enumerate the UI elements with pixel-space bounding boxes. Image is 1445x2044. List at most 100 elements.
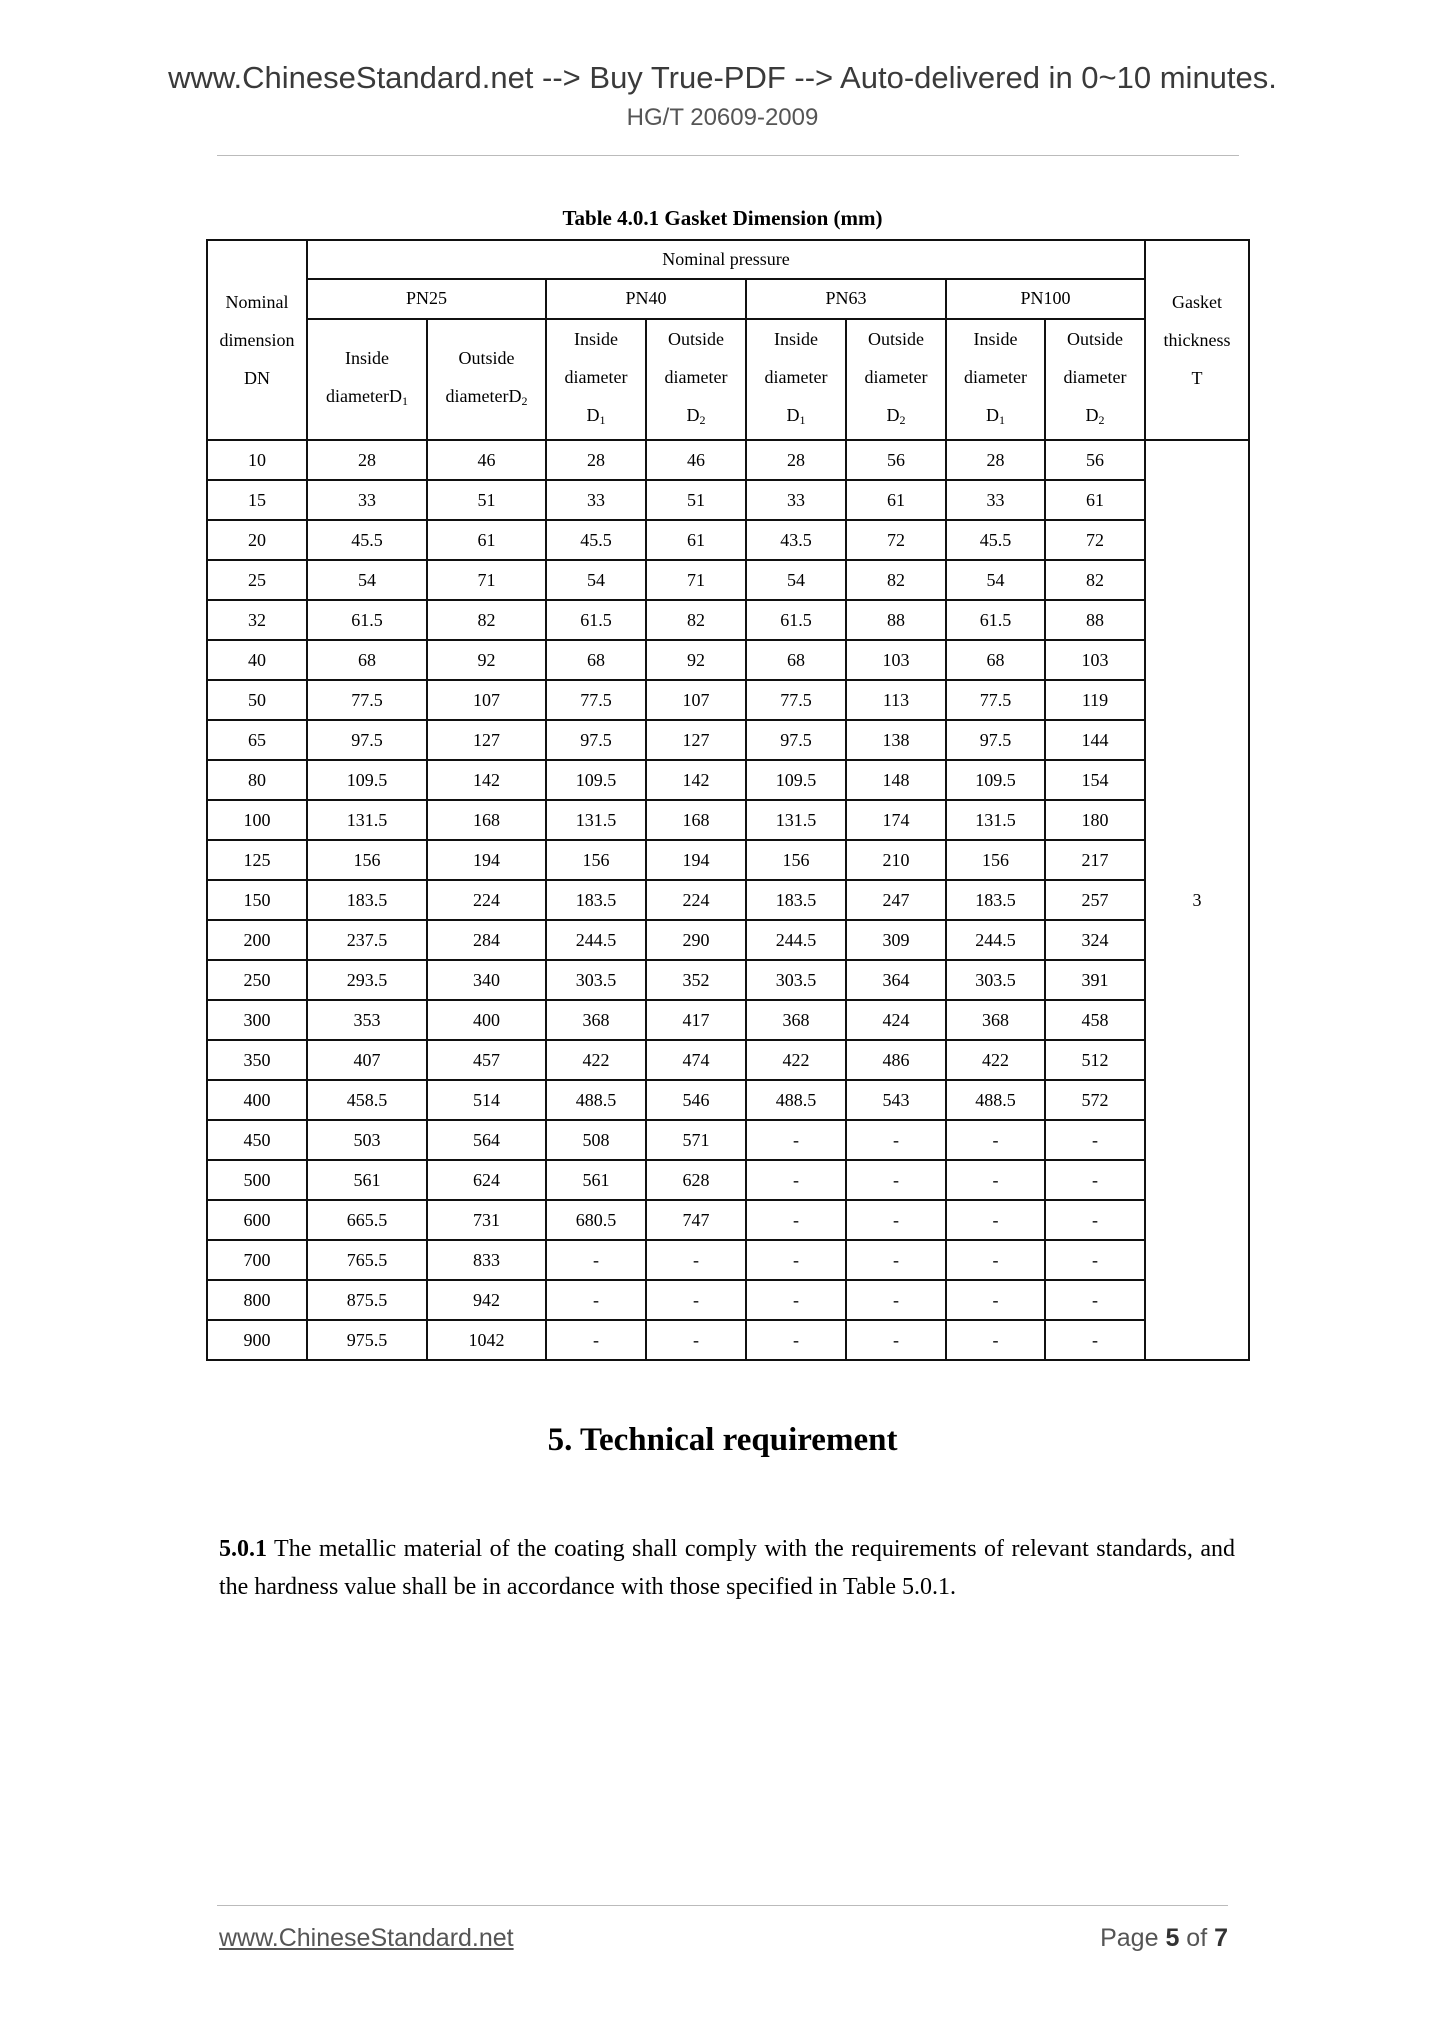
- table-row: 10 28 46 28 46 28 56 28 56 3: [206, 439, 1250, 1361]
- table-cell: 113: [845, 679, 947, 721]
- table-cell: 97.5: [945, 719, 1046, 761]
- header-text: D1: [747, 396, 845, 439]
- header-text: diameter: [764, 367, 828, 387]
- table-cell: 424: [845, 999, 947, 1041]
- table-cell: 51: [645, 479, 747, 521]
- header-pn100-inside: Inside diameter D1: [945, 318, 1046, 441]
- table-cell: 244.5: [745, 919, 847, 961]
- table-row: 600 665.5 731 680.5 747- - - -: [206, 1199, 1249, 1241]
- header-pn100: PN100: [945, 278, 1146, 320]
- header-text: Outside: [458, 348, 515, 368]
- cell-dn: 600: [206, 1199, 308, 1241]
- table-cell: 28: [545, 439, 647, 481]
- table-cell: -: [545, 1319, 647, 1361]
- table-cell: 107: [645, 679, 747, 721]
- table-cell: 400: [426, 999, 547, 1041]
- table-cell: 183.5: [745, 879, 847, 921]
- table-cell: 303.5: [745, 959, 847, 1001]
- table-cell: 46: [426, 439, 547, 481]
- cell-dn: 32: [206, 599, 308, 641]
- table-row: 450 503 564 508 571- - - -: [206, 1119, 1249, 1161]
- table-cell: 503: [306, 1119, 428, 1161]
- table-cell: 45.5: [945, 519, 1046, 561]
- table-cell: 71: [645, 559, 747, 601]
- table-cell: 665.5: [306, 1199, 428, 1241]
- cell-dn: 150: [206, 879, 308, 921]
- table-cell: 352: [645, 959, 747, 1001]
- table-cell: -: [1044, 1199, 1146, 1241]
- table-cell: 168: [426, 799, 547, 841]
- table-row: 125 156 194 156 194 156 210 156 217: [206, 839, 1249, 881]
- table-cell: -: [945, 1199, 1046, 1241]
- cell-dn: 40: [206, 639, 308, 681]
- table-cell: 194: [426, 839, 547, 881]
- table-cell: 284: [426, 919, 547, 961]
- table-cell: 43.5: [745, 519, 847, 561]
- header-text: D: [786, 405, 800, 425]
- cell-dn: 50: [206, 679, 308, 721]
- header-pn63-inside: Inside diameter D1: [745, 318, 847, 441]
- header-text: diameterD1: [308, 377, 426, 420]
- section-title: 5. Technical requirement: [547, 1422, 898, 1458]
- header-text: Nominal: [225, 292, 289, 312]
- header-text: D: [1085, 405, 1099, 425]
- subscript: 1: [999, 413, 1005, 427]
- footer-website-link[interactable]: www.ChineseStandard.net: [219, 1924, 514, 1952]
- header-text: Gasket: [1172, 292, 1222, 312]
- table-cell: -: [945, 1119, 1046, 1161]
- table-row: 200 237.5 284 244.5 290 244.5 309 244.5 324: [206, 919, 1249, 961]
- table-cell: 142: [426, 759, 547, 801]
- table-cell: -: [745, 1279, 847, 1321]
- cell-dn: 500: [206, 1159, 308, 1201]
- table-row: 800 875.5 942- - - - - -: [206, 1279, 1249, 1321]
- table-cell: 54: [945, 559, 1046, 601]
- table-row: 350 407 457 422 474 422 486 422 512: [206, 1039, 1249, 1081]
- table-cell: 407: [306, 1039, 428, 1081]
- table-cell: 61.5: [306, 599, 428, 641]
- clause-text: The metallic material of the coating sha…: [219, 1536, 1235, 1600]
- table-cell: 109.5: [306, 759, 428, 801]
- table-cell: 364: [845, 959, 947, 1001]
- table-cell: 148: [845, 759, 947, 801]
- cell-dn: 65: [206, 719, 308, 761]
- table-cell: 109.5: [945, 759, 1046, 801]
- table-cell: 244.5: [545, 919, 647, 961]
- page-current: 5: [1165, 1924, 1180, 1952]
- subscript: 2: [699, 413, 706, 427]
- table-row: 250 293.5 340 303.5 352 303.5 364 303.5 391: [206, 959, 1249, 1001]
- table-cell: 82: [845, 559, 947, 601]
- subscript: 2: [1098, 413, 1105, 427]
- table-cell: -: [545, 1279, 647, 1321]
- clause-number: 5.0.1: [219, 1536, 267, 1562]
- header-banner: www.ChineseStandard.net --> Buy True-PDF…: [168, 60, 1277, 95]
- table-cell: 486: [845, 1039, 947, 1081]
- page-indicator: Page 5 of 7: [1100, 1924, 1228, 1953]
- cell-dn: 900: [206, 1319, 308, 1361]
- table-cell: 72: [845, 519, 947, 561]
- table-cell: 624: [426, 1159, 547, 1201]
- table-row: 400 458.5 514 488.5 546 488.5 543 488.5 572: [206, 1079, 1249, 1121]
- table-cell: 543: [845, 1079, 947, 1121]
- cell-dn: 300: [206, 999, 308, 1041]
- table-cell: 142: [645, 759, 747, 801]
- header-text: diameterD: [326, 386, 402, 406]
- table-row: 900 975.5 1042- - - - - -: [206, 1319, 1249, 1361]
- table-cell: 82: [645, 599, 747, 641]
- cell-dn: 700: [206, 1239, 308, 1281]
- table-cell: 1042: [426, 1319, 547, 1361]
- table-row: 100 131.5 168 131.5 168 131.5 174 131.5 180: [206, 799, 1249, 841]
- table-cell: -: [1044, 1279, 1146, 1321]
- table-header: Nominal dimension DN Nominal pressure Ga…: [206, 239, 1250, 441]
- table-cell: 210: [845, 839, 947, 881]
- header-nominal-dimension: Nominal dimension DN: [206, 239, 308, 441]
- table-cell: -: [845, 1279, 947, 1321]
- table-cell: 257: [1044, 879, 1146, 921]
- table-cell: 61: [426, 519, 547, 561]
- page-total: 7: [1214, 1924, 1228, 1952]
- table-row: 25 54 71 54 71 54 82 54 82: [206, 559, 1249, 601]
- header-text: diameterD2: [428, 377, 545, 420]
- header-text: D2: [847, 396, 945, 439]
- table-cell: -: [845, 1119, 947, 1161]
- table-cell: -: [745, 1239, 847, 1281]
- clause-paragraph: 5.0.1 The metallic material of the coati…: [219, 1530, 1235, 1606]
